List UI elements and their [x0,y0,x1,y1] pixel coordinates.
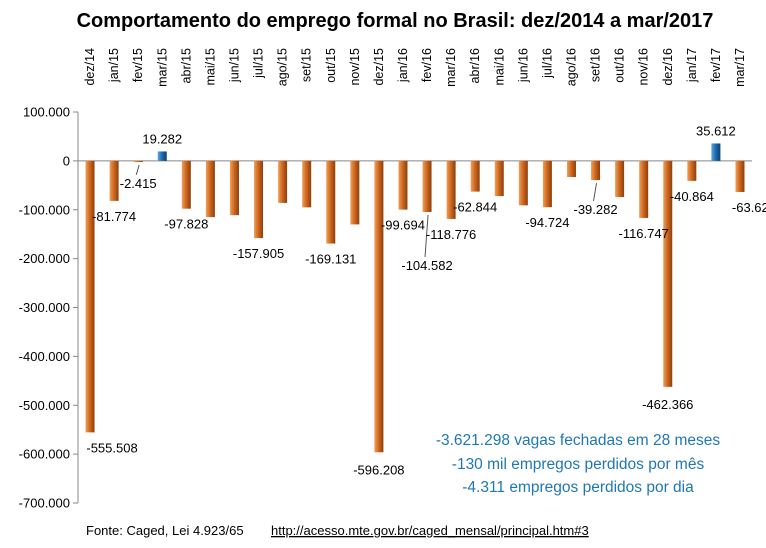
category-label: nov/15 [348,48,362,86]
category-label: mar/17 [733,48,747,87]
source-link[interactable]: http://acesso.mte.gov.br/caged_mensal/pr… [271,523,589,538]
bar-mar-16 [446,160,456,219]
bar-out-16 [615,160,625,198]
y-tick-label: -300.000 [19,300,70,315]
y-tick-label: -400.000 [19,349,70,364]
category-label: jul/15 [252,48,266,79]
category-label: jan/17 [685,48,699,83]
data-label: -97.828 [164,217,208,232]
bar-set-15 [302,160,312,208]
annotations: -3.621.298 vagas fechadas em 28 meses -1… [436,432,721,496]
category-label: mar/16 [444,48,458,87]
bar-mai-15 [205,160,215,218]
data-label: -104.582 [401,258,452,273]
y-tick-label: -200.000 [19,251,70,266]
annotation-per-day: -4.311 empregos perdidos por dia [462,479,694,496]
data-label: -62.844 [453,200,497,215]
data-label: -40.864 [670,189,714,204]
bars [85,143,745,453]
category-label: out/15 [324,48,338,83]
bar-fev-17 [711,143,721,161]
bar-mai-16 [494,160,504,197]
bar-abr-16 [470,160,480,192]
bar-ago-15 [278,160,288,203]
category-label: jun/16 [516,48,530,83]
bar-jun-15 [229,160,239,216]
bar-out-15 [326,160,336,244]
bar-jul-16 [542,160,552,208]
data-labels: -555.508 -81.774 -2.415 19.282 -97.828 -157.9… [86,123,766,477]
data-label: 35.612 [696,123,736,138]
y-tick-label: -600.000 [19,447,70,462]
data-label: -116.747 [618,226,668,241]
bar-jan-15 [109,160,119,201]
label-leader-line [424,214,429,258]
category-label: dez/15 [372,48,386,86]
category-label: abr/15 [179,48,193,83]
axes: 100.000 0 -100.000 -200.000 -300.000 -400.000… [19,105,752,511]
y-tick-label: 100.000 [23,105,70,120]
annotation-per-month: -130 mil empregos perdidos por mês [452,456,705,473]
bar-nov-15 [350,160,360,225]
y-tick-label: 0 [63,153,70,168]
annotation-total: -3.621.298 vagas fechadas em 28 meses [436,432,721,449]
category-label: dez/14 [83,48,97,86]
category-label: out/16 [613,48,627,83]
data-label: 19.282 [142,131,182,146]
bar-mar-15 [157,151,167,161]
data-label: -169.131 [305,252,356,267]
bar-dez-16 [663,160,673,387]
data-label: -81.774 [92,209,136,224]
category-label: fev/16 [420,48,434,82]
category-label: set/15 [300,48,314,82]
category-label: set/16 [589,48,603,82]
category-label: dez/16 [661,48,675,86]
data-label: -2.415 [120,176,157,191]
bar-ago-16 [566,160,576,178]
category-label: jan/15 [107,48,121,83]
data-label: -63.624 [732,200,766,215]
bar-jan-17 [687,160,697,181]
category-label: mar/15 [155,48,169,87]
label-leader-line [135,164,140,176]
bar-dez-14 [85,160,95,433]
bar-jul-15 [254,160,264,239]
category-labels: dez/14 jan/15 fev/15 mar/15 abr/15 mai/15 jun/… [83,48,747,87]
chart-title: Comportamento do emprego formal no Brasi… [77,10,714,32]
category-label: jan/16 [396,48,410,83]
category-label: fev/15 [131,48,145,82]
category-label: mai/16 [492,48,506,86]
data-label: -94.724 [525,215,569,230]
category-label: abr/16 [468,48,482,83]
category-label: ago/15 [276,48,290,86]
data-label: -596.208 [353,462,404,477]
label-leader-line [593,182,598,202]
category-label: fev/17 [709,48,723,82]
bar-jan-16 [398,160,408,210]
data-label: -555.508 [86,440,137,455]
y-tick-label: -700.000 [19,496,70,511]
category-label: nov/16 [637,48,651,86]
bar-set-16 [591,160,601,181]
data-label: -99.694 [381,218,425,233]
y-tick-label: -500.000 [19,398,70,413]
bar-jun-16 [518,160,528,206]
bar-mar-17 [735,160,745,192]
source-text: Fonte: Caged, Lei 4.923/65 [86,523,244,538]
category-label: mai/15 [203,48,217,86]
bar-fev-16 [422,160,432,212]
bar-fev-15 [133,160,143,163]
category-label: jul/16 [540,48,554,79]
bar-nov-16 [639,160,649,218]
y-tick-label: -100.000 [19,202,70,217]
category-label: jun/15 [227,48,241,83]
category-label: ago/16 [564,48,578,86]
data-label: -157.905 [233,246,284,261]
data-label: -118.776 [426,227,476,242]
data-label: -39.282 [573,202,617,217]
data-label: -462.366 [642,397,693,412]
bar-dez-15 [374,160,384,453]
bar-abr-15 [181,160,191,209]
